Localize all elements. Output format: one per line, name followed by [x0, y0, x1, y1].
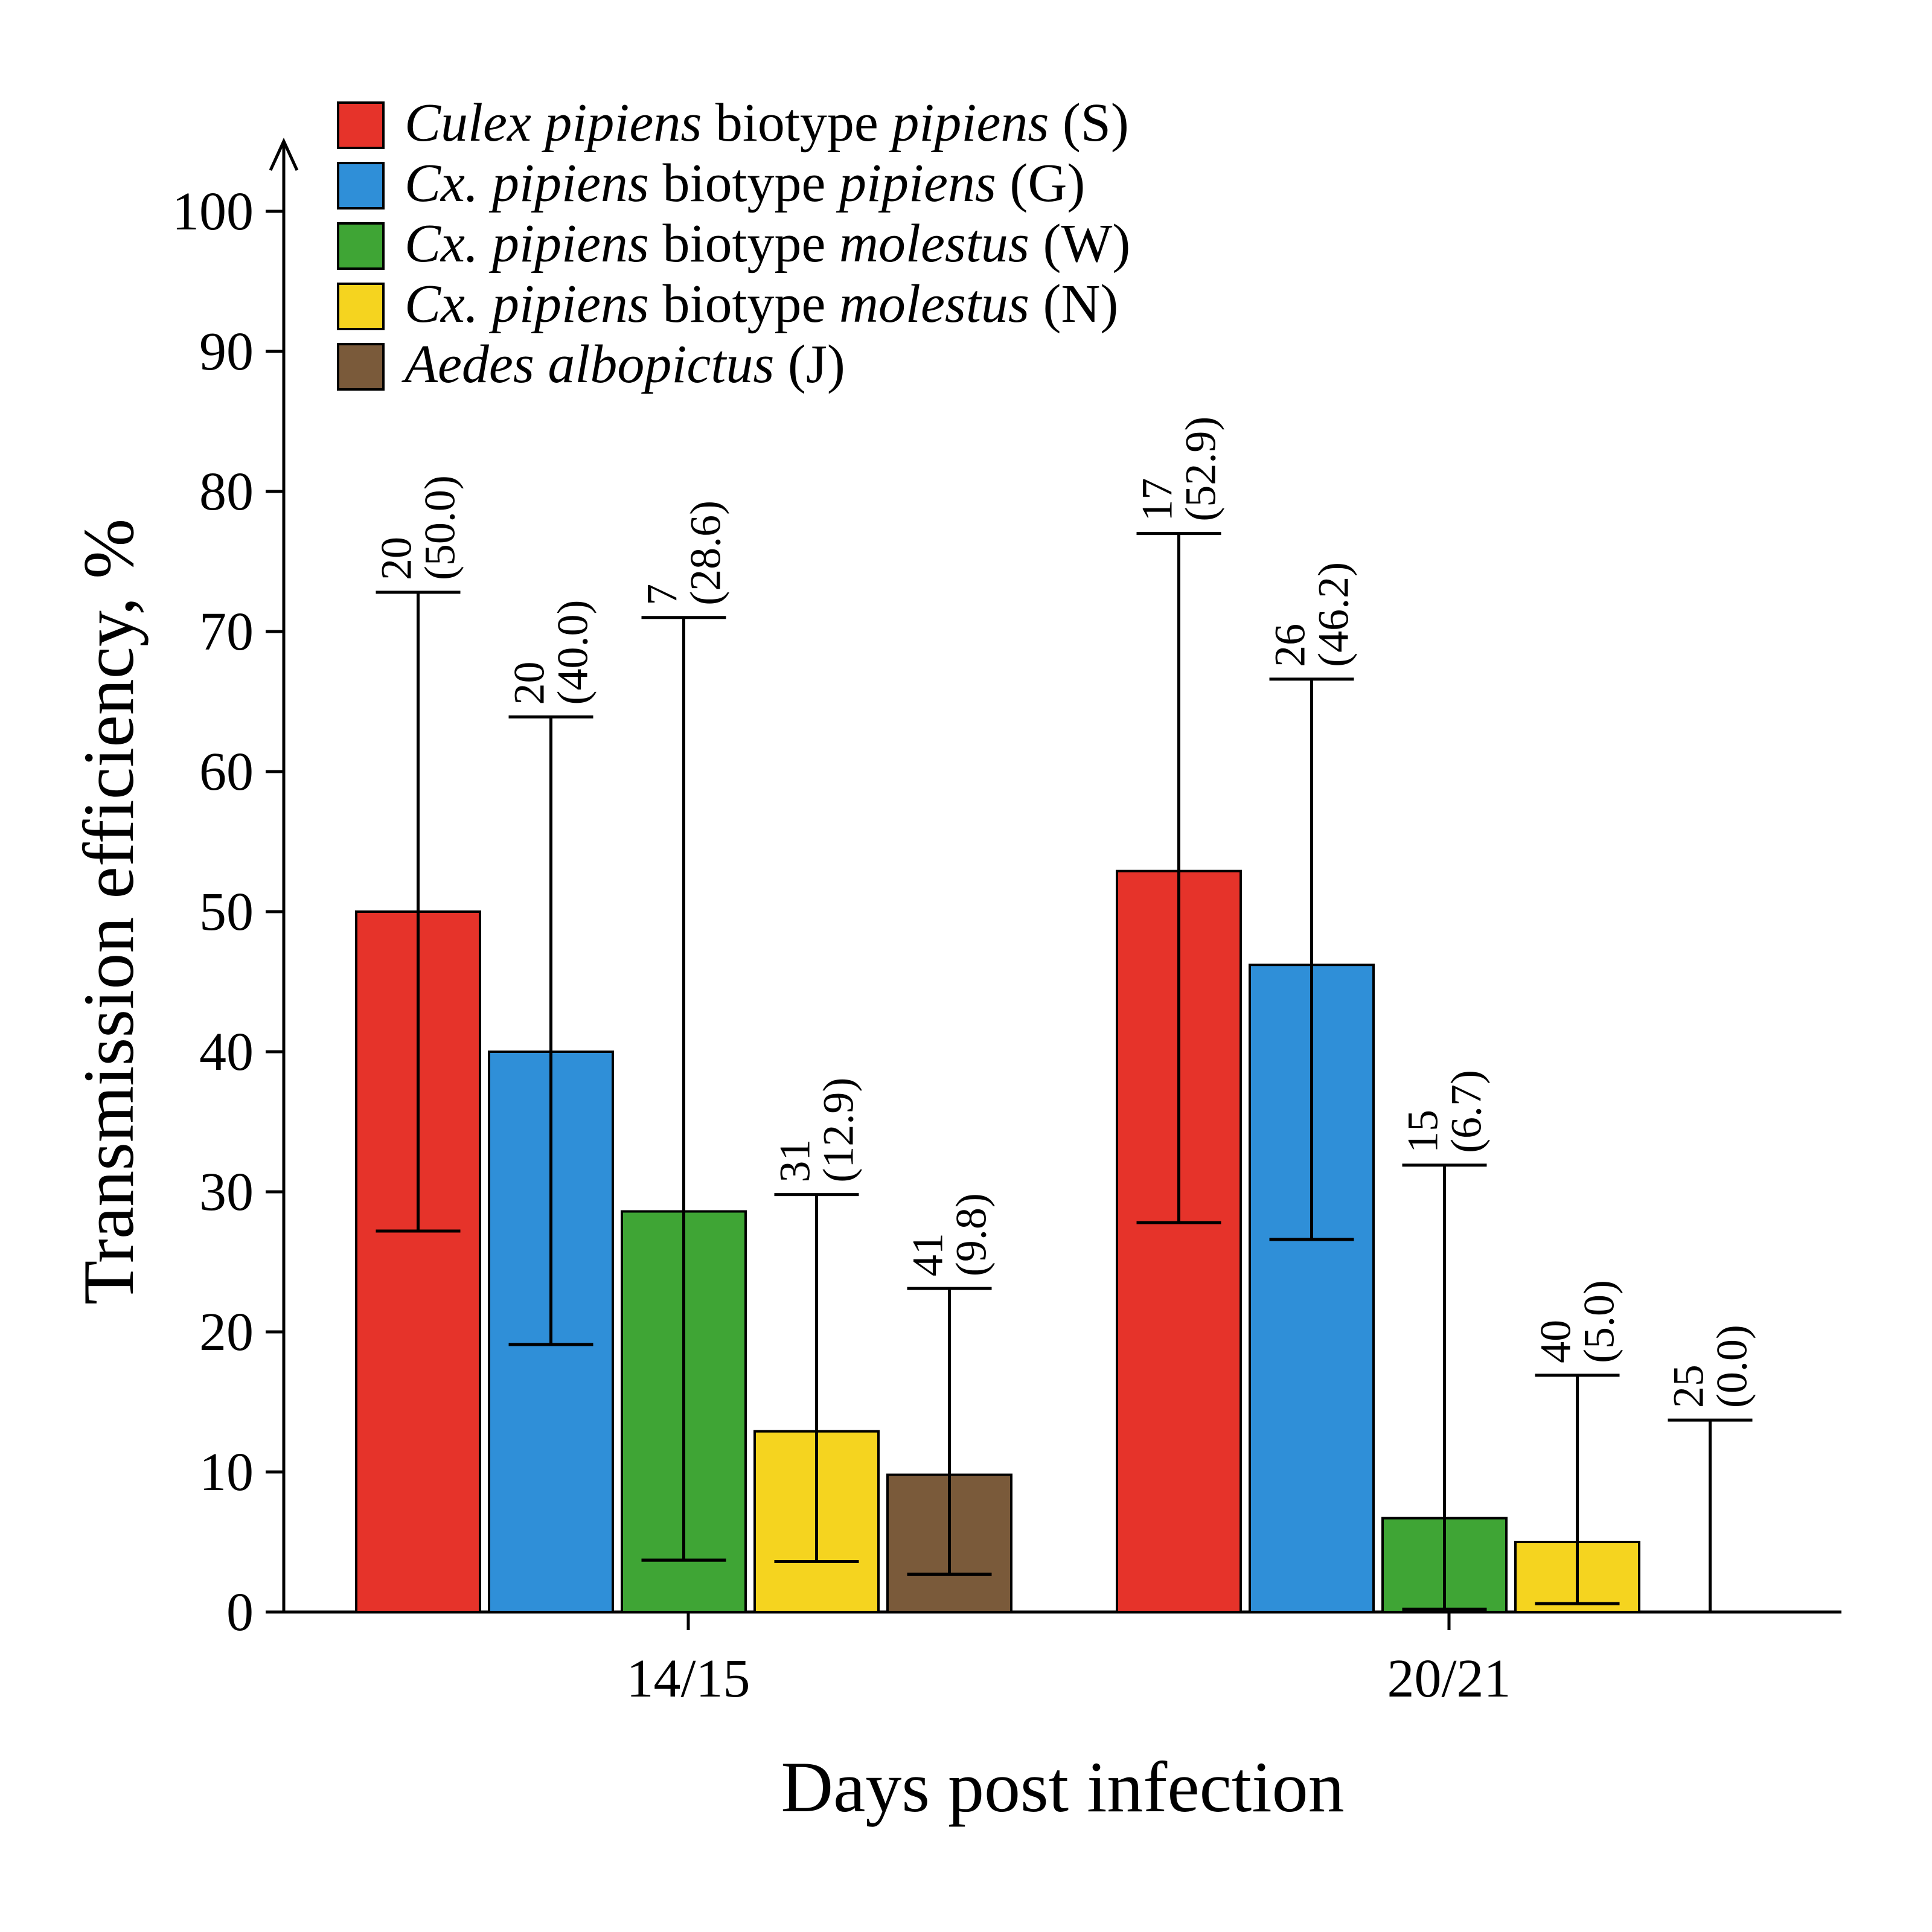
legend-swatch-N [338, 284, 383, 329]
svg-text:(52.9): (52.9) [1177, 417, 1225, 522]
svg-text:(9.8): (9.8) [947, 1193, 996, 1276]
legend-label-J: Aedes albopictus (J) [401, 334, 845, 394]
svg-text:100: 100 [172, 182, 254, 242]
svg-text:14/15: 14/15 [626, 1649, 750, 1709]
transmission-efficiency-chart: 0 10 20 30 40 50 60 70 80 90 100 Transmission effic… [0, 0, 1932, 1932]
svg-text:Transmission efficiency, %: Transmission efficiency, % [68, 519, 149, 1305]
svg-text:17: 17 [1133, 478, 1182, 522]
svg-text:20/21: 20/21 [1387, 1649, 1511, 1709]
svg-text:30: 30 [199, 1162, 254, 1222]
legend-swatch-J [338, 344, 383, 389]
svg-text:7: 7 [638, 584, 686, 606]
svg-text:60: 60 [199, 742, 254, 802]
svg-text:20: 20 [505, 662, 554, 705]
svg-text:(40.0): (40.0) [549, 600, 597, 705]
svg-text:25: 25 [1665, 1364, 1713, 1408]
svg-text:10: 10 [199, 1442, 254, 1502]
legend-swatch-G [338, 163, 383, 208]
legend-label-S: Culex pipiens biotype pipiens (S) [405, 93, 1129, 153]
svg-text:(28.6): (28.6) [682, 501, 730, 606]
legend-label-W: Cx. pipiens biotype molestus (W) [405, 214, 1130, 273]
svg-text:(6.7): (6.7) [1442, 1070, 1491, 1153]
svg-text:90: 90 [199, 322, 254, 382]
svg-text:80: 80 [199, 462, 254, 522]
svg-text:(5.0): (5.0) [1575, 1280, 1623, 1363]
legend-swatch-W [338, 223, 383, 269]
svg-text:15: 15 [1399, 1110, 1447, 1153]
svg-text:(46.2): (46.2) [1310, 562, 1358, 667]
svg-text:(0.0): (0.0) [1708, 1325, 1756, 1408]
svg-text:70: 70 [199, 602, 254, 662]
svg-text:Days post infection: Days post infection [781, 1747, 1344, 1827]
svg-text:40: 40 [199, 1022, 254, 1082]
svg-text:20: 20 [199, 1302, 254, 1362]
svg-text:31: 31 [771, 1139, 819, 1183]
svg-text:50: 50 [199, 882, 254, 942]
svg-text:26: 26 [1266, 624, 1314, 667]
svg-text:20: 20 [373, 537, 421, 580]
svg-text:40: 40 [1532, 1320, 1580, 1363]
legend-swatch-S [338, 103, 383, 148]
svg-text:0: 0 [226, 1582, 254, 1642]
svg-text:41: 41 [904, 1233, 952, 1276]
svg-text:(12.9): (12.9) [814, 1078, 863, 1183]
legend-label-N: Cx. pipiens biotype molestus (N) [405, 274, 1118, 334]
legend-label-G: Cx. pipiens biotype pipiens (G) [405, 153, 1085, 213]
svg-text:(50.0): (50.0) [416, 475, 464, 580]
